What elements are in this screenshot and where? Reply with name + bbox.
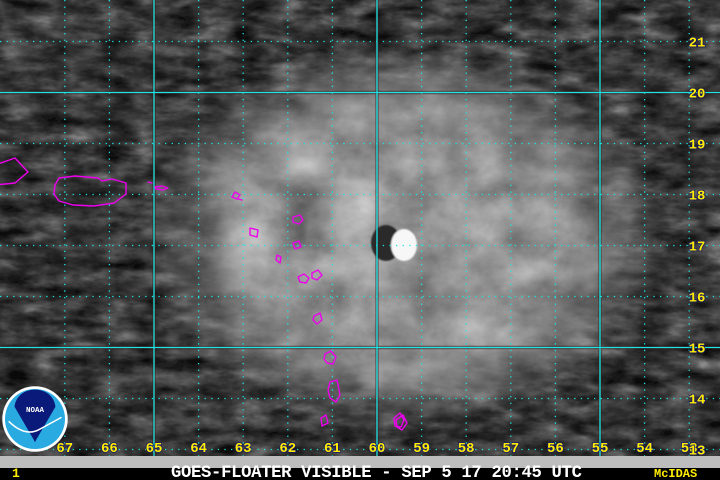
svg-text:60: 60 bbox=[369, 441, 386, 457]
svg-text:GOES-FLOATER VISIBLE - SEP 5 1: GOES-FLOATER VISIBLE - SEP 5 17 20:45 UT… bbox=[171, 464, 582, 480]
svg-text:59: 59 bbox=[413, 441, 430, 457]
svg-text:58: 58 bbox=[458, 441, 475, 457]
svg-text:16: 16 bbox=[689, 291, 706, 307]
svg-text:61: 61 bbox=[324, 441, 341, 457]
svg-text:62: 62 bbox=[279, 441, 296, 457]
svg-text:15: 15 bbox=[689, 342, 706, 358]
svg-text:17: 17 bbox=[689, 240, 706, 256]
svg-text:NOAA: NOAA bbox=[26, 407, 45, 415]
svg-text:14: 14 bbox=[689, 393, 706, 409]
svg-text:19: 19 bbox=[689, 138, 706, 154]
svg-text:21: 21 bbox=[689, 36, 706, 52]
svg-text:63: 63 bbox=[235, 441, 252, 457]
svg-text:66: 66 bbox=[101, 441, 118, 457]
svg-text:64: 64 bbox=[190, 441, 207, 457]
svg-text:1: 1 bbox=[12, 466, 20, 480]
svg-text:54: 54 bbox=[636, 441, 653, 457]
svg-text:57: 57 bbox=[502, 441, 519, 457]
svg-text:18: 18 bbox=[689, 189, 706, 205]
svg-text:67: 67 bbox=[56, 441, 73, 457]
svg-text:55: 55 bbox=[592, 441, 609, 457]
svg-text:56: 56 bbox=[547, 441, 564, 457]
svg-text:McIDAS: McIDAS bbox=[654, 467, 697, 480]
svg-text:20: 20 bbox=[689, 87, 706, 103]
svg-text:65: 65 bbox=[146, 441, 163, 457]
